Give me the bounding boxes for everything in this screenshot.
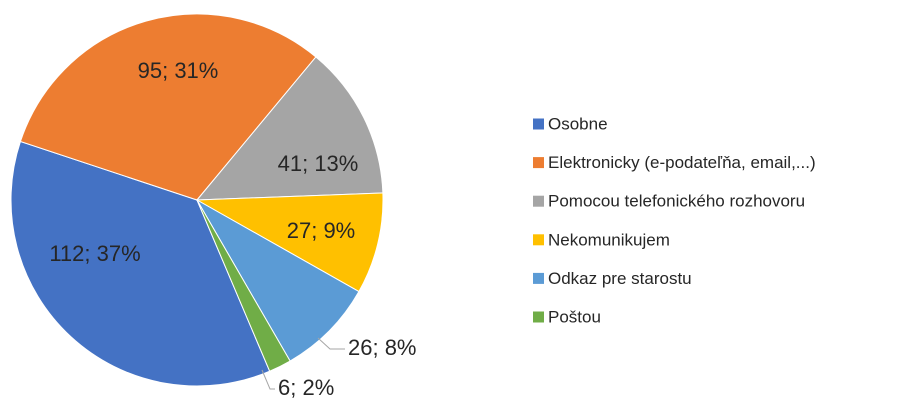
leader-line bbox=[317, 337, 345, 350]
legend-swatch bbox=[533, 157, 544, 169]
legend-label: Poštou bbox=[548, 307, 601, 326]
legend-label: Elektronicky (e-podateľňa, email,...) bbox=[548, 153, 816, 172]
pie-slice bbox=[19, 13, 317, 201]
legend-label: Osobne bbox=[548, 114, 608, 133]
legend-swatch bbox=[533, 234, 544, 246]
legend-swatch bbox=[533, 311, 544, 323]
pie-slice bbox=[195, 56, 384, 201]
legend-swatch bbox=[533, 272, 544, 284]
leader-line bbox=[261, 369, 275, 390]
pie-slice bbox=[10, 140, 271, 387]
data-label: 26; 8% bbox=[348, 335, 417, 360]
data-label: 6; 2% bbox=[278, 375, 334, 400]
legend-label: Odkaz pre starostu bbox=[548, 269, 692, 288]
legend-swatch bbox=[533, 118, 544, 130]
data-label: 112; 37% bbox=[49, 241, 140, 266]
data-label: 27; 9% bbox=[287, 218, 356, 243]
pie-slice bbox=[195, 192, 384, 293]
legend-swatch bbox=[533, 195, 544, 207]
data-label: 95; 31% bbox=[138, 58, 219, 83]
legend-label: Pomocou telefonického rozhovoru bbox=[548, 192, 805, 211]
data-label: 41; 13% bbox=[278, 151, 359, 176]
pie-slice bbox=[195, 198, 360, 362]
pie-slice bbox=[196, 199, 291, 372]
legend-label: Nekomunikujem bbox=[548, 230, 670, 249]
